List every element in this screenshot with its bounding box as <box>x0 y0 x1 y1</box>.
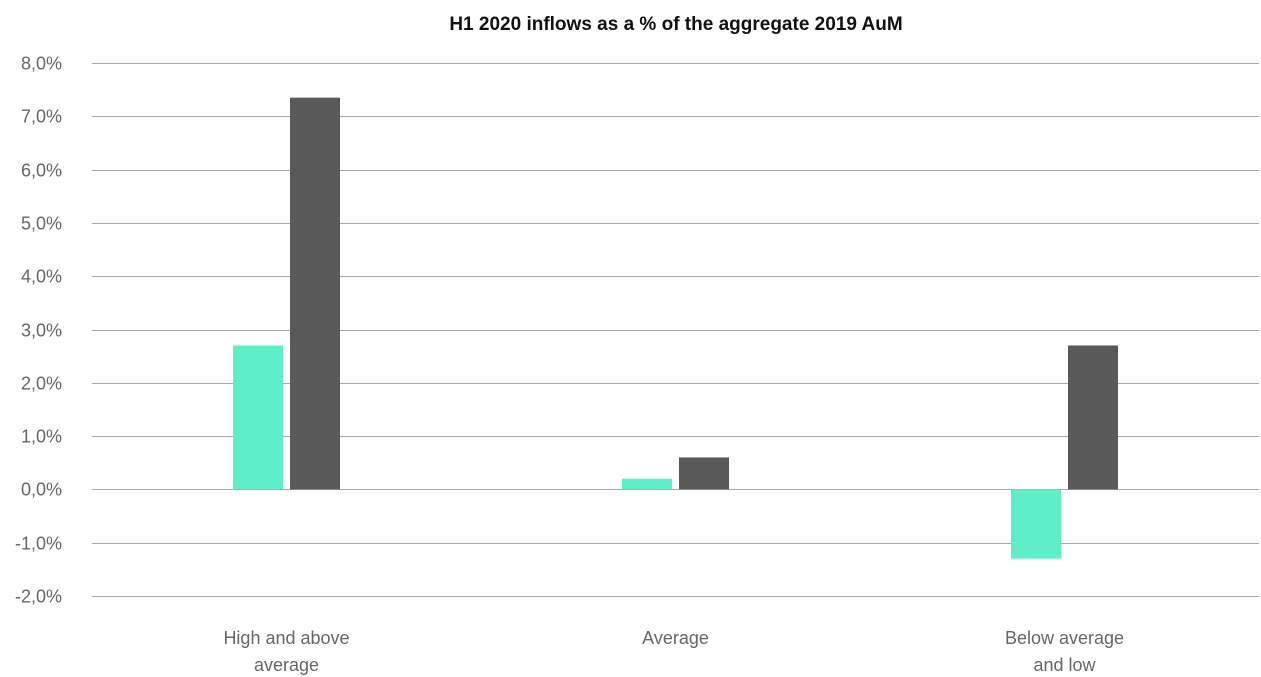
bar <box>1011 489 1061 559</box>
bar <box>290 97 340 490</box>
y-tick-label: 8,0% <box>21 54 62 74</box>
y-tick-label: -2,0% <box>15 587 62 607</box>
y-tick-label: 6,0% <box>21 161 62 181</box>
y-tick-label: 7,0% <box>21 107 62 127</box>
y-tick-label: 5,0% <box>21 214 62 234</box>
gridlines <box>92 63 1259 597</box>
bar <box>1068 345 1118 490</box>
bar <box>233 345 283 490</box>
y-tick-label: 1,0% <box>21 427 62 447</box>
category-label: Below average and low <box>1005 628 1124 675</box>
y-tick-label: -1,0% <box>15 534 62 554</box>
category-label: Average <box>642 628 709 648</box>
bar <box>679 457 729 490</box>
y-tick-label: 4,0% <box>21 267 62 287</box>
y-tick-label: 3,0% <box>21 321 62 341</box>
x-axis-category-labels: High and above average Average Below averag… <box>223 628 1124 675</box>
chart-title: H1 2020 inflows as a % of the aggregate … <box>449 14 902 35</box>
bars <box>233 97 1118 559</box>
y-tick-label: 2,0% <box>21 374 62 394</box>
bar <box>622 478 672 490</box>
y-tick-label: 0,0% <box>21 480 62 500</box>
category-label: High and above average <box>223 628 349 675</box>
y-axis-tick-labels: 8,0% 7,0% 6,0% 5,0% 4,0% 3,0% 2,0% 1,0% 0,0% -1,0… <box>15 54 62 607</box>
